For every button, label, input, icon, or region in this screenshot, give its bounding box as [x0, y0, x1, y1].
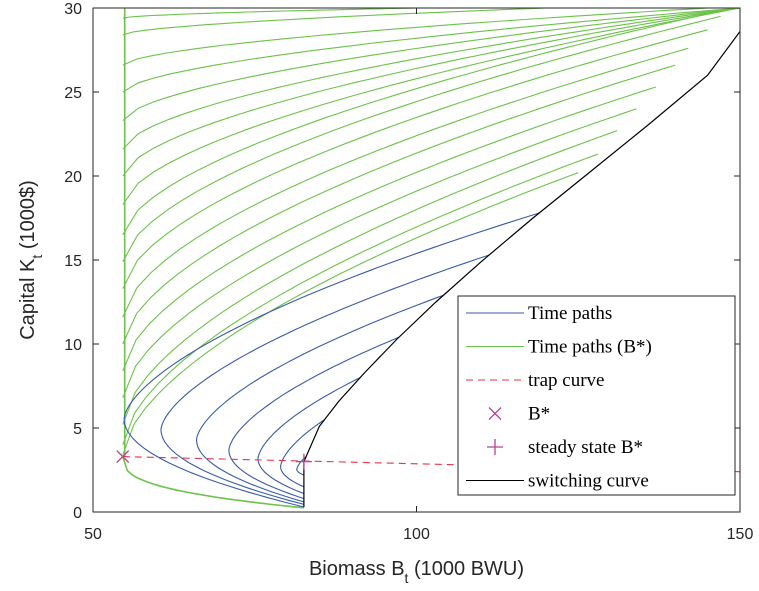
green-time-path	[122, 8, 740, 150]
green-time-path	[122, 8, 734, 236]
green-time-path	[122, 8, 740, 205]
green-time-path	[122, 108, 637, 399]
green-time-path	[122, 47, 689, 318]
green-time-path	[122, 64, 676, 345]
y-label-rest: (1000$)	[17, 180, 39, 255]
legend-box	[457, 295, 736, 496]
x-axis-label: Biomass Bt (1000 BWU)	[309, 558, 524, 586]
blue-time-path	[228, 336, 400, 500]
x-label-rest: (1000 BWU)	[408, 558, 524, 580]
x-label-main: Biomass B	[309, 558, 405, 580]
blue-time-path	[296, 456, 307, 476]
y-tick-label: 0	[73, 505, 82, 522]
y-tick-label: 10	[64, 337, 82, 354]
blue-time-path	[195, 294, 444, 503]
green-time-path	[122, 15, 721, 262]
b-star-marker	[116, 450, 130, 464]
legend-swatch-x	[488, 407, 502, 420]
green-time-path	[122, 8, 546, 36]
green-time-path	[122, 130, 618, 425]
y-label-main: Capital K	[17, 258, 39, 340]
y-tick-label: 25	[64, 85, 82, 102]
plot-lines	[116, 8, 740, 509]
steady-state-marker	[295, 453, 312, 470]
legend-label: B*	[528, 404, 550, 425]
legend-swatch-plus	[487, 439, 503, 455]
green-time-path	[122, 8, 740, 93]
green-time-path	[122, 172, 579, 456]
legend-label: trap curve	[528, 370, 604, 391]
green-time-path	[122, 8, 417, 19]
blue-time-path	[280, 419, 325, 488]
y-axis-label: Capital Kt (1000$)	[17, 180, 45, 340]
y-tick-label: 20	[64, 169, 82, 186]
green-time-path	[122, 8, 740, 122]
y-tick-label: 15	[64, 253, 82, 270]
trap-curve	[122, 456, 740, 473]
y-tick-label: 30	[64, 1, 82, 18]
x-tick-label: 150	[727, 526, 754, 543]
y-tick-label: 5	[73, 421, 82, 438]
blue-time-path	[257, 377, 361, 495]
x-label-sub: t	[405, 570, 409, 586]
x-tick-label: 100	[403, 526, 430, 543]
green-time-path	[122, 8, 708, 66]
switching-curve	[303, 31, 740, 462]
blue-time-path	[160, 254, 490, 505]
x-tick-label: 50	[84, 526, 102, 543]
legend-label: switching curve	[528, 471, 649, 492]
green-time-path	[122, 29, 708, 289]
legend: Time paths Time paths (B*) trap curve B* ste…	[457, 295, 736, 496]
green-time-path	[122, 86, 657, 372]
legend-label: Time paths (B*)	[528, 337, 652, 358]
green-time-path	[122, 8, 740, 177]
y-label-sub: t	[29, 255, 45, 259]
green-lower-arc	[122, 456, 304, 509]
legend-label: steady state B*	[528, 437, 643, 458]
green-time-path	[122, 153, 598, 445]
legend-label: Time paths	[528, 303, 612, 324]
